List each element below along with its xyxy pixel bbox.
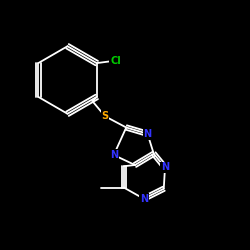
Text: N: N (161, 162, 169, 172)
Text: N: N (110, 150, 118, 160)
Text: N: N (140, 194, 148, 204)
Text: Cl: Cl (110, 56, 121, 66)
Text: N: N (144, 129, 152, 139)
Text: S: S (102, 111, 108, 121)
